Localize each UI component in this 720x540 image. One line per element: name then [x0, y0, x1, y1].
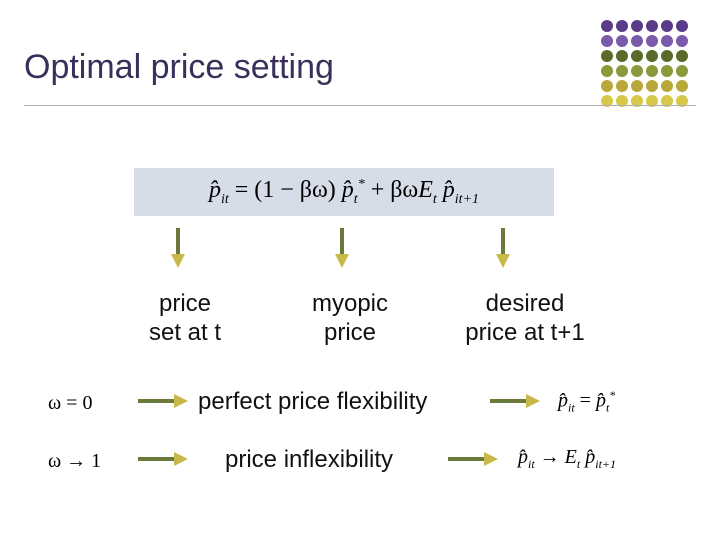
arrow-right-icon: [138, 452, 188, 466]
slide-title: Optimal price setting: [24, 48, 696, 87]
main-equation: p̂it = (1 − βω) p̂t* + βωEt p̂it+1: [134, 168, 554, 216]
omega-to-one: ω → 1: [48, 450, 101, 473]
omega-zero: ω = 0: [48, 392, 92, 415]
small-eq-1: p̂it = p̂t*: [558, 388, 615, 416]
label-desired-price: desired price at t+1: [445, 290, 605, 348]
arrow-down-icon: [335, 228, 349, 268]
arrow-down-icon: [171, 228, 185, 268]
arrow-right-icon: [138, 394, 188, 408]
small-eq-2: p̂it → Et p̂it+1: [518, 446, 616, 472]
row1-text: perfect price flexibility: [198, 388, 427, 416]
title-rule: Optimal price setting: [24, 48, 696, 106]
arrow-right-icon: [448, 452, 498, 466]
arrow-down-icon: [496, 228, 510, 268]
arrow-right-icon: [490, 394, 540, 408]
label-myopic-price: myopic price: [300, 290, 400, 348]
row2-text: price inflexibility: [225, 446, 393, 474]
label-price-set: price set at t: [135, 290, 235, 348]
